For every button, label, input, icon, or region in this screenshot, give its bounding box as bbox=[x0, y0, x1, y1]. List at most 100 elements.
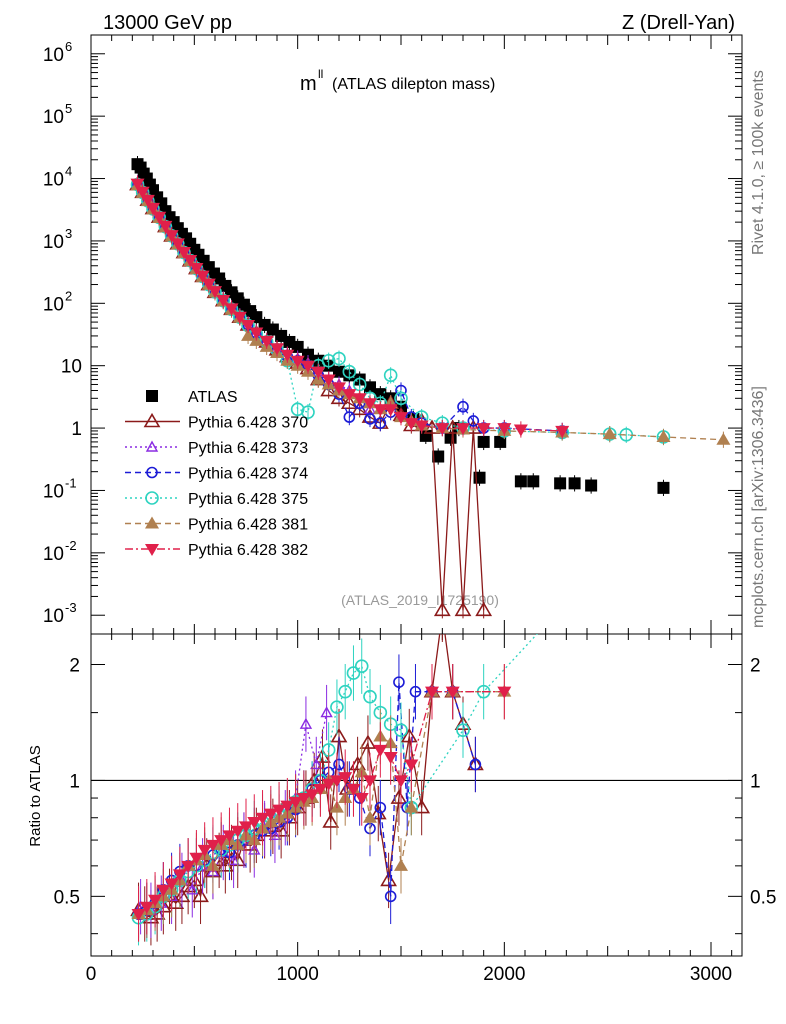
y-tick-label: 10 -1 bbox=[43, 475, 77, 502]
legend-marker bbox=[145, 491, 159, 505]
ratio-data-point bbox=[384, 890, 397, 903]
data-point bbox=[554, 477, 567, 490]
data-point bbox=[514, 475, 527, 488]
data-point bbox=[241, 328, 256, 341]
legend-label: Pythia 6.428 382 bbox=[188, 542, 308, 559]
data-point bbox=[321, 353, 336, 368]
data-point bbox=[475, 601, 493, 617]
ratio-data-point bbox=[255, 812, 270, 825]
ratio-data-point bbox=[299, 717, 313, 729]
main-title-rest: (ATLAS dilepton mass) bbox=[332, 76, 495, 93]
ratio-data-point bbox=[363, 775, 377, 788]
ratio-series-pythia-6.428-382 bbox=[131, 663, 512, 942]
ratio-data-point bbox=[456, 723, 470, 738]
ratio-data-point bbox=[346, 666, 361, 680]
legend-entry: Pythia 6.428 375 bbox=[125, 491, 308, 508]
data-point bbox=[164, 230, 179, 243]
ratio-data-point bbox=[394, 775, 408, 788]
data-point bbox=[383, 368, 398, 383]
data-point bbox=[568, 477, 581, 490]
data-point bbox=[383, 404, 398, 417]
header-left: 13000 GeV pp bbox=[103, 12, 232, 34]
data-point bbox=[342, 389, 357, 402]
ratio-data-point bbox=[363, 810, 377, 823]
y-tick-label: 10 bbox=[61, 357, 82, 378]
ratio-data-point bbox=[321, 778, 336, 791]
data-point bbox=[301, 405, 315, 419]
data-point bbox=[513, 424, 528, 437]
data-point bbox=[364, 381, 376, 394]
data-point bbox=[259, 335, 274, 348]
series-pythia-6.428-382 bbox=[130, 175, 570, 440]
data-point bbox=[232, 311, 247, 324]
ratio-data-point bbox=[192, 887, 209, 903]
data-point bbox=[352, 393, 367, 406]
ratio-data-point bbox=[181, 860, 196, 873]
ratio-data-point bbox=[167, 894, 185, 909]
data-point bbox=[464, 419, 482, 434]
data-point bbox=[216, 294, 231, 307]
ratio-data-point bbox=[305, 789, 320, 802]
legend-label: Pythia 6.428 370 bbox=[188, 415, 308, 432]
data-point bbox=[177, 246, 191, 259]
ratio-data-point bbox=[394, 723, 408, 738]
ratio-data-point bbox=[222, 830, 237, 843]
ratio-data-point bbox=[338, 772, 353, 785]
ratio-y-tick-label-right: 2 bbox=[750, 655, 761, 676]
data-point bbox=[374, 417, 387, 429]
y-tick-label-exp: 4 bbox=[65, 164, 72, 179]
legend-marker bbox=[146, 466, 158, 479]
ratio-data-point bbox=[156, 884, 171, 897]
ratio-data-point bbox=[359, 734, 377, 749]
y-tick-label: 10 -3 bbox=[43, 600, 77, 627]
data-point bbox=[291, 340, 304, 353]
ratio-data-point bbox=[305, 771, 323, 787]
data-point bbox=[321, 374, 336, 387]
y-tick-label-exp: -3 bbox=[65, 600, 77, 615]
ratio-y-tick-label: 1 bbox=[69, 771, 80, 792]
ratio-data-point bbox=[139, 901, 154, 914]
data-point bbox=[394, 412, 408, 425]
ratio-series-group bbox=[130, 634, 538, 946]
data-point bbox=[363, 398, 377, 411]
legend-label: ATLAS bbox=[188, 389, 238, 406]
y-tick-label-base: 10 bbox=[43, 606, 64, 627]
data-point bbox=[280, 349, 295, 362]
ratio-data-point bbox=[239, 821, 253, 834]
ratio-data-point bbox=[469, 758, 482, 771]
data-point bbox=[494, 435, 507, 448]
ratio-series-pythia-6.428-370 bbox=[130, 634, 484, 946]
data-point bbox=[414, 420, 429, 433]
data-point bbox=[158, 220, 173, 233]
data-point bbox=[320, 381, 338, 397]
y-tick-label-base: 10 bbox=[43, 481, 64, 502]
ratio-data-point bbox=[363, 689, 377, 704]
data-point bbox=[332, 351, 346, 366]
ratio-data-point bbox=[394, 858, 408, 871]
ratio-data-point bbox=[164, 878, 179, 891]
ratio-data-point bbox=[380, 871, 397, 887]
ratio-y-tick-label-right: 0.5 bbox=[750, 887, 776, 908]
ratio-data-point bbox=[272, 804, 287, 817]
ratio-y-tick-label-right: 1 bbox=[750, 771, 761, 792]
legend-entry: Pythia 6.428 382 bbox=[125, 542, 308, 559]
ratio-data-point bbox=[185, 871, 203, 887]
ratio-data-point bbox=[333, 758, 345, 771]
y-tick-label: 1 bbox=[71, 419, 82, 440]
legend-marker bbox=[143, 412, 161, 428]
data-point bbox=[432, 450, 445, 463]
data-point bbox=[208, 286, 222, 299]
legend-marker bbox=[145, 516, 159, 529]
data-point bbox=[497, 423, 512, 436]
data-point bbox=[394, 391, 408, 406]
main-title: m ll (ATLAS dilepton mass) bbox=[300, 67, 495, 95]
legend-label: Pythia 6.428 373 bbox=[188, 440, 308, 457]
data-point bbox=[343, 411, 356, 423]
ratio-data-point bbox=[445, 686, 460, 699]
ratio-data-point bbox=[320, 706, 333, 718]
data-point bbox=[302, 348, 314, 361]
data-point bbox=[456, 423, 470, 436]
legend-entry: Pythia 6.428 373 bbox=[125, 440, 308, 457]
data-point bbox=[152, 211, 167, 224]
data-point bbox=[183, 254, 198, 267]
